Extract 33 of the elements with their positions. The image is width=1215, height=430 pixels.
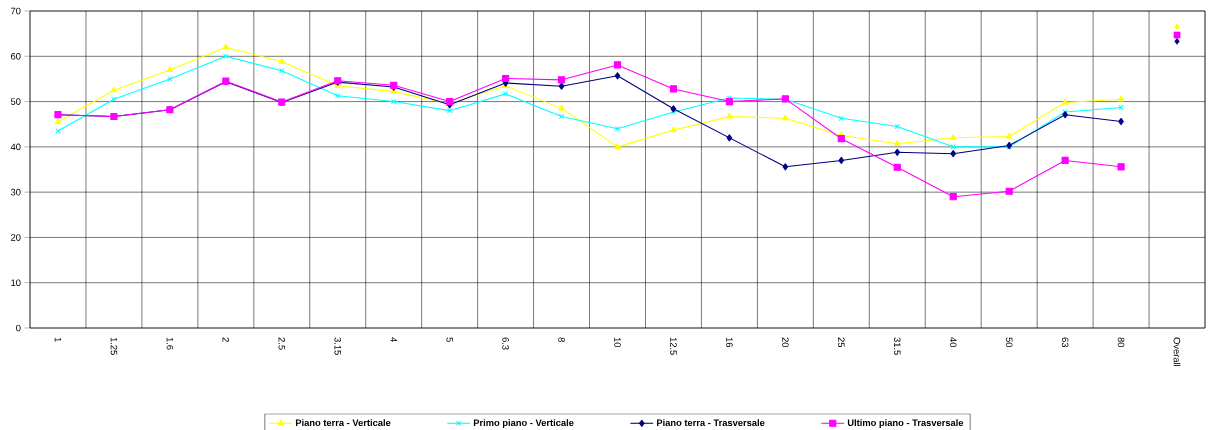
y-tick-label: 10 bbox=[11, 279, 21, 287]
x-tick-label: 31.5 bbox=[893, 337, 901, 355]
x-tick-label: 1.25 bbox=[110, 337, 118, 355]
x-tick-label: 2 bbox=[222, 337, 230, 342]
legend-label: Piano terra - Verticale bbox=[295, 419, 391, 427]
legend-label: Primo piano - Verticale bbox=[473, 419, 574, 428]
x-tick-label: 20 bbox=[782, 337, 789, 348]
x-tick-label: 63 bbox=[1061, 337, 1069, 348]
x-tick-label: 2.5 bbox=[278, 337, 286, 350]
legend-label: Ultimo piano - Trasversale bbox=[847, 419, 964, 428]
x-tick-label: 50 bbox=[1005, 337, 1013, 348]
x-tick-label: 12.5 bbox=[670, 337, 677, 355]
x-tick-label: 3.15 bbox=[334, 337, 342, 355]
x-tick-label: 4 bbox=[390, 337, 397, 342]
x-tick-label: 1 bbox=[54, 337, 62, 342]
y-tick-label: 70 bbox=[11, 7, 21, 15]
x-tick-label: 80 bbox=[1117, 337, 1125, 348]
x-tick-label: Overall bbox=[1173, 337, 1181, 366]
x-tick-label: 6.3 bbox=[502, 337, 509, 350]
x-tick-label: 1.6 bbox=[166, 337, 174, 350]
x-tick-label: 10 bbox=[614, 337, 621, 348]
x-tick-label: 5 bbox=[446, 337, 453, 342]
y-tick-label: 30 bbox=[10, 188, 21, 196]
x-tick-label: 40 bbox=[949, 337, 957, 348]
y-tick-label: 50 bbox=[10, 98, 21, 105]
y-tick-label: 20 bbox=[11, 234, 21, 241]
y-tick-label: 40 bbox=[10, 143, 21, 151]
x-tick-label: 16 bbox=[726, 337, 733, 348]
x-tick-label: 8 bbox=[558, 337, 565, 342]
y-tick-label: 60 bbox=[11, 53, 21, 60]
x-tick-label: 25 bbox=[838, 337, 845, 348]
legend-label: Piano terra - Trasversale bbox=[657, 419, 765, 427]
y-tick-label: 0 bbox=[16, 324, 21, 332]
